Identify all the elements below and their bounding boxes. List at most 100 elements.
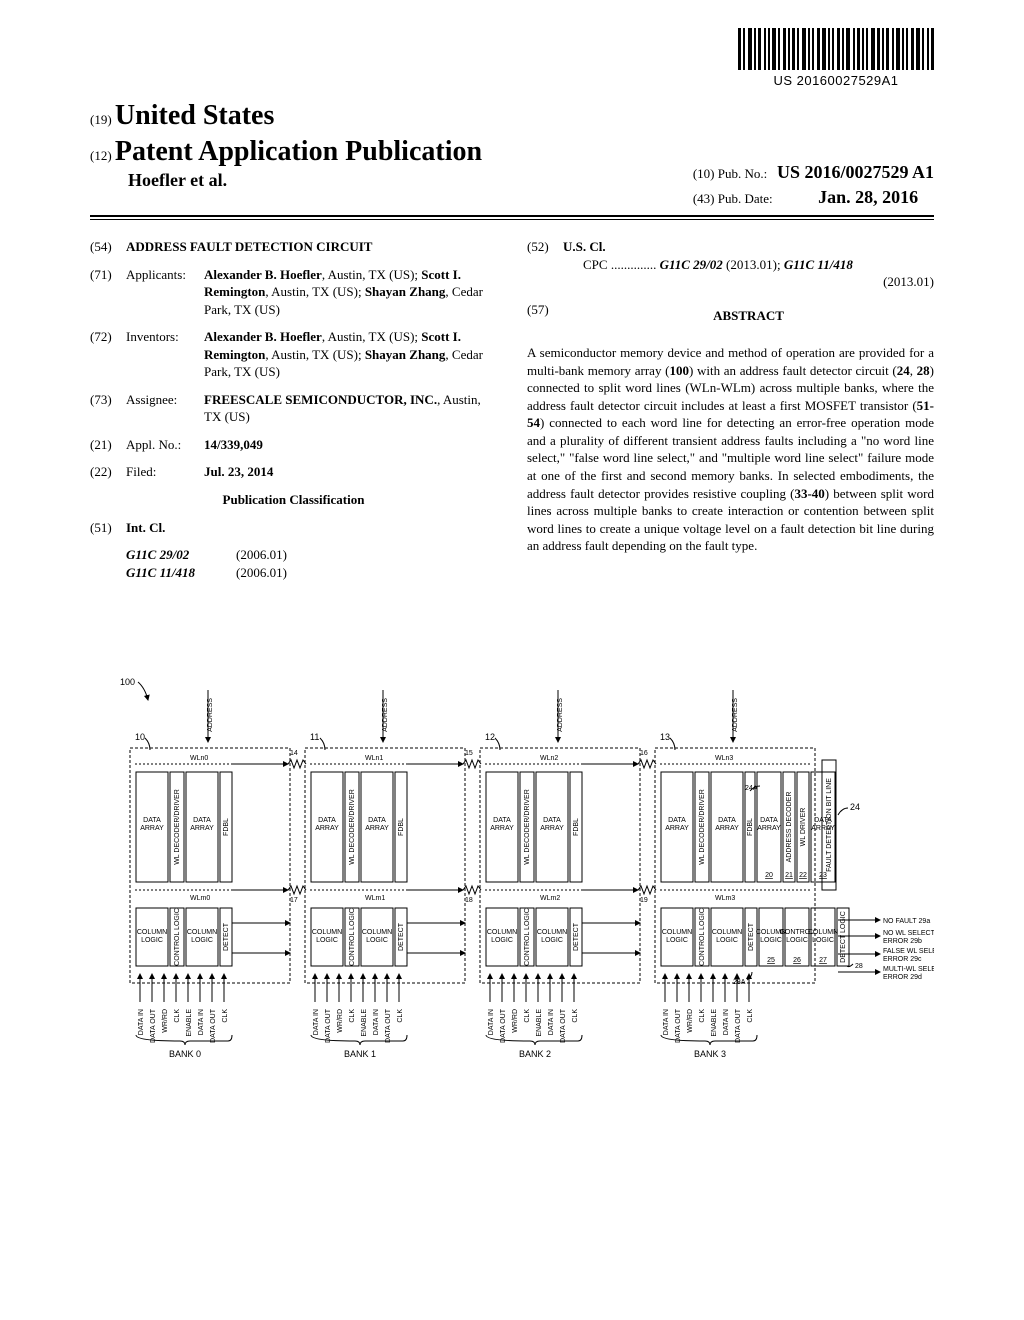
svg-text:DATA: DATA — [193, 817, 211, 824]
svg-text:FDBL: FDBL — [747, 818, 754, 836]
svg-text:28: 28 — [855, 963, 863, 970]
svg-text:BANK 2: BANK 2 — [519, 1049, 551, 1059]
svg-text:COLUMN: COLUMN — [808, 929, 838, 936]
svg-text:LOGIC: LOGIC — [191, 937, 213, 944]
pub-type-prefix: (12) — [90, 148, 112, 163]
svg-text:ENABLE: ENABLE — [711, 1009, 718, 1037]
svg-text:FDBL: FDBL — [223, 818, 230, 836]
svg-text:WR/RD: WR/RD — [337, 1009, 344, 1033]
svg-text:CLK: CLK — [524, 1009, 531, 1023]
svg-text:LOGIC: LOGIC — [316, 937, 338, 944]
svg-text:CONTROL LOGIC: CONTROL LOGIC — [349, 908, 356, 966]
uscl-field: (52) U.S. Cl. CPC .............. G11C 29… — [527, 238, 934, 291]
output-signals: NO FAULT 29a NO WL SELECT ERROR 29b FALS… — [838, 918, 934, 981]
filed-num: (22) — [90, 463, 126, 481]
svg-text:28A: 28A — [733, 979, 746, 986]
bank-1: ADDRESS11WLn1DATAARRAYWL DECODER/DRIVERD… — [305, 690, 481, 1059]
svg-text:ARRAY: ARRAY — [665, 825, 689, 832]
svg-text:DATA OUT: DATA OUT — [325, 1008, 332, 1043]
svg-text:COLUMN: COLUMN — [712, 929, 742, 936]
svg-text:DATA: DATA — [668, 817, 686, 824]
pub-type: Patent Application Publication — [115, 136, 482, 167]
svg-text:LOGIC: LOGIC — [786, 937, 808, 944]
svg-text:CLK: CLK — [397, 1009, 404, 1023]
svg-text:ARRAY: ARRAY — [715, 825, 739, 832]
applno-value: 14/339,049 — [204, 437, 263, 452]
svg-text:ERROR 29b: ERROR 29b — [883, 938, 922, 945]
inventors-field: (72) Inventors: Alexander B. Hoefler, Au… — [90, 328, 497, 381]
intcl-row-1: G11C 11/418 (2006.01) — [90, 564, 497, 582]
out-falsewl: FALSE WL SELECT — [883, 948, 934, 955]
svg-text:26: 26 — [793, 957, 801, 964]
svg-text:ERROR 29c: ERROR 29c — [883, 956, 922, 963]
filed-field: (22) Filed: Jul. 23, 2014 — [90, 463, 497, 481]
svg-text:CONTROL LOGIC: CONTROL LOGIC — [524, 908, 531, 966]
pubclass-heading: Publication Classification — [90, 491, 497, 509]
svg-text:ARRAY: ARRAY — [757, 825, 781, 832]
pub-info-right: (10) Pub. No.: US 2016/0027529 A1 (43) P… — [693, 162, 934, 208]
svg-text:DATA IN: DATA IN — [548, 1009, 555, 1035]
svg-text:WLm2: WLm2 — [540, 895, 560, 902]
country-name: United States — [115, 100, 274, 131]
fault-detect-column: FAULT DETECTION BIT LINE 24 — [822, 760, 860, 890]
applno-field: (21) Appl. No.: 14/339,049 — [90, 436, 497, 454]
intcl-num: (51) — [90, 519, 126, 537]
svg-text:WR/RD: WR/RD — [512, 1009, 519, 1033]
svg-text:WLn3: WLn3 — [715, 755, 733, 762]
svg-text:DETECT: DETECT — [748, 922, 755, 951]
svg-text:DATA: DATA — [143, 817, 161, 824]
pubno-label: Pub. No.: — [718, 166, 767, 181]
intcl-year-1: (2006.01) — [236, 564, 497, 582]
svg-text:DATA IN: DATA IN — [723, 1009, 730, 1035]
country-line: (19) United States — [90, 100, 934, 132]
svg-text:11: 11 — [310, 732, 319, 742]
pubdate-value: Jan. 28, 2016 — [818, 187, 918, 207]
abstract-num: (57) — [527, 301, 563, 335]
svg-text:17: 17 — [290, 897, 298, 904]
svg-text:WLn0: WLn0 — [190, 755, 208, 762]
out-nowl: NO WL SELECT — [883, 930, 934, 937]
out-multiwl: MULTI-WL SELECT — [883, 966, 934, 973]
header-rule — [90, 215, 934, 220]
svg-text:LOGIC: LOGIC — [366, 937, 388, 944]
bank-2: ADDRESS12WLn2DATAARRAYWL DECODER/DRIVERD… — [480, 690, 656, 1059]
svg-text:DATA OUT: DATA OUT — [675, 1008, 682, 1043]
svg-text:ENABLE: ENABLE — [186, 1009, 193, 1037]
ref-100: 100 — [120, 677, 135, 687]
applicants-label: Applicants: — [126, 266, 204, 319]
svg-text:13: 13 — [660, 732, 670, 742]
patent-figure: 100 ADDRESS10WLn0DATAARRAYWL DECODER/DRI… — [90, 660, 934, 1220]
svg-text:DATA OUT: DATA OUT — [735, 1008, 742, 1043]
uscl-num: (52) — [527, 238, 563, 291]
svg-text:16: 16 — [640, 750, 648, 757]
svg-text:FDBL: FDBL — [573, 818, 580, 836]
right-column: (52) U.S. Cl. CPC .............. G11C 29… — [527, 238, 934, 581]
svg-text:DATA IN: DATA IN — [138, 1009, 145, 1035]
svg-text:WL DECODER/DRIVER: WL DECODER/DRIVER — [174, 789, 181, 865]
svg-text:DATA OUT: DATA OUT — [385, 1008, 392, 1043]
intcl-cls-1: G11C 11/418 — [126, 564, 236, 582]
intcl-cls-0: G11C 29/02 — [126, 546, 236, 564]
svg-text:WL DECODER/DRIVER: WL DECODER/DRIVER — [699, 789, 706, 865]
pub-date-line: (43) Pub. Date: Jan. 28, 2016 — [693, 187, 934, 208]
svg-text:ENABLE: ENABLE — [361, 1009, 368, 1037]
svg-text:ARRAY: ARRAY — [490, 825, 514, 832]
assignee-field: (73) Assignee: FREESCALE SEMICONDUCTOR, … — [90, 391, 497, 426]
barcode-number: US 20160027529A1 — [738, 73, 934, 88]
svg-text:DATA: DATA — [493, 817, 511, 824]
pubno-value: US 2016/0027529 A1 — [777, 162, 934, 182]
svg-text:WLm3: WLm3 — [715, 895, 735, 902]
svg-text:COLUMN: COLUMN — [537, 929, 567, 936]
abstract-title: ABSTRACT — [563, 307, 934, 325]
svg-text:COLUMN: COLUMN — [362, 929, 392, 936]
svg-text:DATA: DATA — [368, 817, 386, 824]
bank-0: ADDRESS10WLn0DATAARRAYWL DECODER/DRIVERD… — [130, 690, 306, 1059]
intcl-field: (51) Int. Cl. — [90, 519, 497, 537]
svg-text:DATA IN: DATA IN — [373, 1009, 380, 1035]
svg-text:BANK 1: BANK 1 — [344, 1049, 376, 1059]
svg-text:DETECT: DETECT — [223, 922, 230, 951]
svg-text:ARRAY: ARRAY — [140, 825, 164, 832]
svg-text:COLUMN: COLUMN — [187, 929, 217, 936]
invention-title: ADDRESS FAULT DETECTION CIRCUIT — [126, 239, 372, 254]
title-field: (54) ADDRESS FAULT DETECTION CIRCUIT — [90, 238, 497, 256]
